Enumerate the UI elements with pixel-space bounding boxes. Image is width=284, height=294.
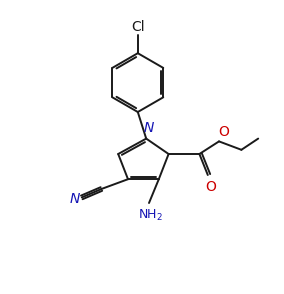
Text: N: N xyxy=(143,121,154,135)
Text: Cl: Cl xyxy=(131,20,145,34)
Text: NH$_2$: NH$_2$ xyxy=(138,208,163,223)
Text: O: O xyxy=(205,180,216,194)
Text: O: O xyxy=(218,125,229,139)
Text: N: N xyxy=(70,192,80,206)
